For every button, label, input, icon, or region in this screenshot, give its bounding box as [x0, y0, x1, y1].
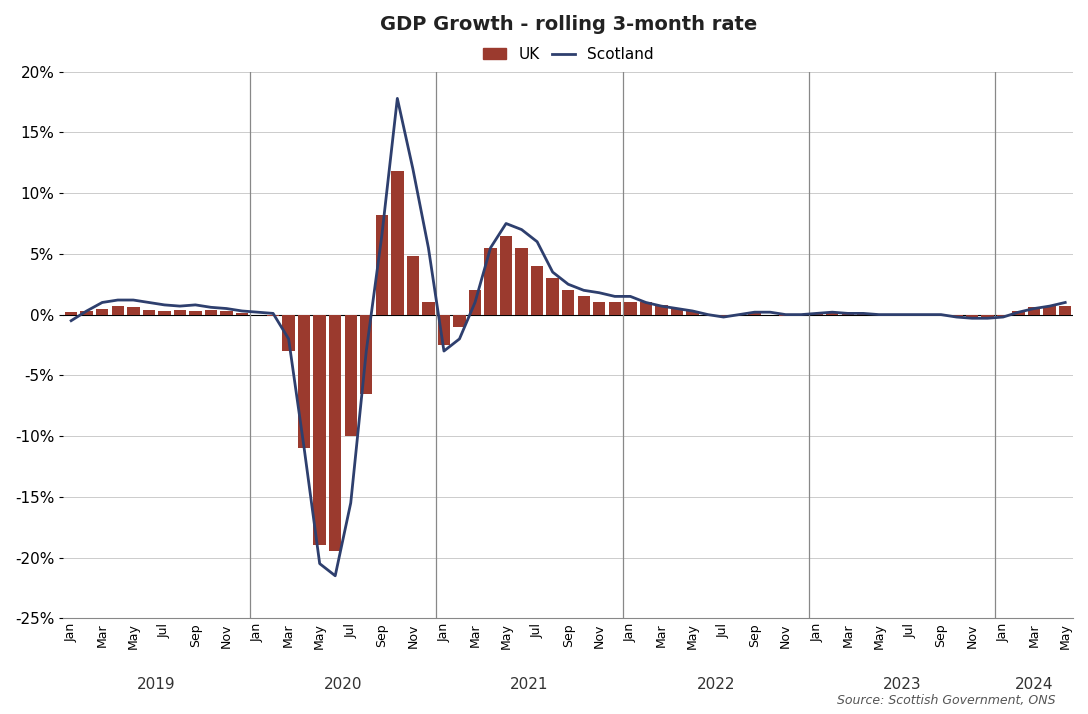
Bar: [1028, 307, 1040, 315]
Bar: [81, 311, 92, 315]
Bar: [779, 315, 792, 316]
Legend: UK, Scotland: UK, Scotland: [477, 41, 659, 69]
Bar: [143, 310, 156, 315]
Bar: [562, 291, 574, 315]
Text: Source: Scottish Government, ONS: Source: Scottish Government, ONS: [837, 694, 1055, 707]
Bar: [578, 296, 590, 315]
Bar: [670, 308, 683, 315]
Bar: [749, 313, 761, 315]
Bar: [469, 291, 481, 315]
Bar: [811, 313, 823, 315]
Bar: [96, 308, 109, 315]
Bar: [717, 315, 730, 317]
Bar: [499, 236, 512, 315]
Bar: [546, 278, 559, 315]
Bar: [997, 315, 1010, 316]
Bar: [1059, 306, 1072, 315]
Bar: [437, 315, 450, 345]
Text: 2019: 2019: [137, 677, 176, 692]
Bar: [531, 266, 543, 315]
Bar: [205, 310, 218, 315]
Bar: [687, 311, 698, 315]
Bar: [857, 313, 869, 315]
Bar: [516, 248, 528, 315]
Bar: [360, 315, 372, 393]
Bar: [158, 311, 171, 315]
Bar: [1013, 311, 1025, 315]
Bar: [484, 248, 497, 315]
Bar: [422, 303, 434, 315]
Text: 2023: 2023: [882, 677, 922, 692]
Bar: [593, 303, 605, 315]
Text: 2022: 2022: [696, 677, 735, 692]
Bar: [174, 310, 186, 315]
Bar: [65, 312, 77, 315]
Bar: [608, 303, 621, 315]
Bar: [407, 256, 419, 315]
Bar: [112, 306, 124, 315]
Bar: [950, 315, 963, 317]
Bar: [127, 307, 139, 315]
Bar: [283, 315, 295, 351]
Bar: [298, 315, 310, 448]
Bar: [220, 311, 233, 315]
Bar: [981, 315, 993, 318]
Text: 2020: 2020: [324, 677, 362, 692]
Bar: [826, 312, 839, 315]
Bar: [329, 315, 342, 551]
Bar: [267, 315, 280, 316]
Bar: [966, 315, 978, 318]
Bar: [841, 313, 854, 315]
Bar: [345, 315, 357, 436]
Bar: [375, 215, 388, 315]
Bar: [625, 303, 636, 315]
Bar: [313, 315, 326, 545]
Text: 2021: 2021: [510, 677, 548, 692]
Bar: [1043, 306, 1055, 315]
Title: GDP Growth - rolling 3-month rate: GDP Growth - rolling 3-month rate: [380, 15, 757, 34]
Bar: [236, 313, 248, 315]
Bar: [189, 311, 201, 315]
Bar: [640, 303, 652, 315]
Bar: [655, 305, 668, 315]
Bar: [391, 171, 404, 315]
Text: 2024: 2024: [1015, 677, 1053, 692]
Bar: [454, 315, 466, 327]
